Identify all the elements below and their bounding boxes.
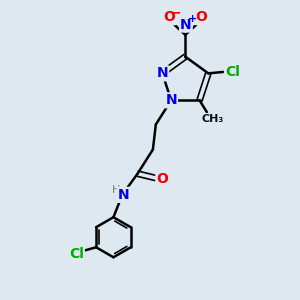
Text: N: N <box>118 188 130 202</box>
Text: N: N <box>165 93 177 107</box>
Text: N: N <box>157 66 168 80</box>
Text: H: H <box>112 185 120 195</box>
Text: O: O <box>195 10 207 24</box>
Text: −: − <box>169 5 181 19</box>
Text: CH₃: CH₃ <box>201 114 223 124</box>
Text: +: + <box>188 14 197 24</box>
Text: Cl: Cl <box>69 247 84 261</box>
Text: N: N <box>180 18 192 32</box>
Text: O: O <box>164 10 175 24</box>
Text: O: O <box>156 172 168 186</box>
Text: Cl: Cl <box>225 65 240 79</box>
